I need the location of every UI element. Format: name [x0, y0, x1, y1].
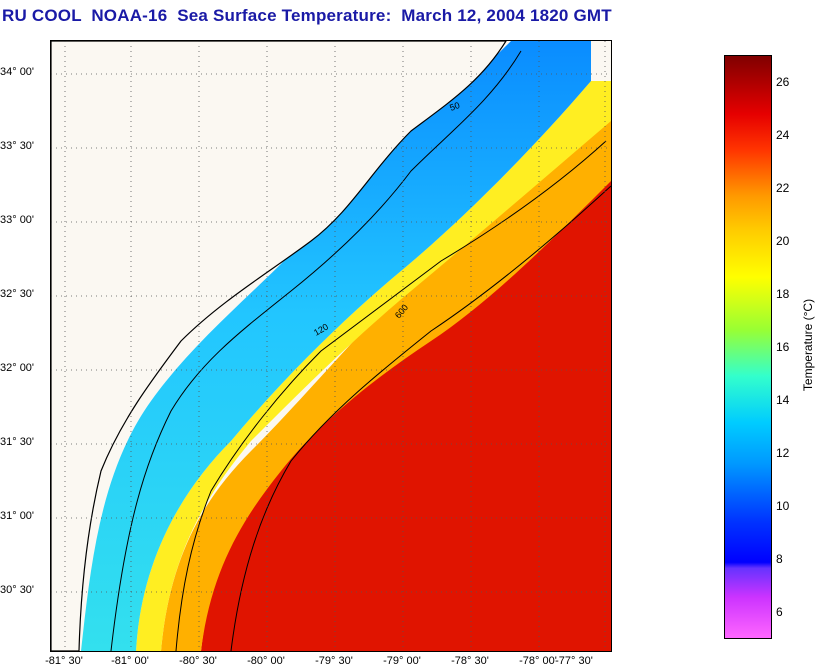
isobath-120 — [175, 140, 607, 651]
lat-label-34-00: 34° 00' — [0, 66, 35, 78]
colorbar-unit-label: Temperature (°C) — [801, 298, 815, 392]
lat-label-32-00: 32° 00' — [0, 362, 35, 374]
transition-water — [161, 101, 611, 651]
colorbar-tick-8: 8 — [776, 552, 783, 566]
frontal-water — [136, 81, 611, 651]
lat-label-33-00: 33° 00' — [0, 214, 35, 226]
gulf-stream-water — [201, 171, 611, 651]
colorbar-tick-6: 6 — [776, 605, 783, 619]
lon-label-78-30: -78° 30' — [451, 655, 489, 667]
lon-label-79-30: -79° 30' — [315, 655, 353, 667]
temperature-colorbar — [724, 55, 772, 639]
lon-label-80-00: -80° 00' — [247, 655, 285, 667]
colorbar-tick-22: 22 — [776, 181, 790, 195]
colorbar-tick-20: 20 — [776, 234, 790, 248]
map-title: RU COOL NOAA-16 Sea Surface Temperature:… — [2, 6, 612, 25]
colorbar-tick-16: 16 — [776, 340, 790, 354]
lat-label-33-30: 33° 30' — [0, 140, 35, 152]
lon-label-78-00: -78° 00' — [519, 655, 557, 667]
isobath-label-50: 50 — [448, 100, 461, 113]
sst-map: 50 120 600 — [50, 40, 612, 652]
lon-label-81-30: -81° 30' — [45, 655, 83, 667]
lat-label-31-00: 31° 00' — [0, 510, 35, 522]
colorbar-tick-10: 10 — [776, 499, 790, 513]
lat-label-32-30: 32° 30' — [0, 288, 35, 300]
colorbar-tick-24: 24 — [776, 128, 790, 142]
isobath-600 — [230, 185, 611, 651]
lat-label-30-30: 30° 30' — [0, 584, 35, 596]
lon-label-77-30: -77° 30' — [555, 655, 593, 667]
colorbar-tick-14: 14 — [776, 393, 790, 407]
isobath-50 — [110, 50, 522, 651]
lon-label-81-00: -81° 00' — [111, 655, 149, 667]
coastline — [51, 41, 507, 651]
lon-label-79-00: -79° 00' — [383, 655, 421, 667]
graticule — [51, 41, 611, 651]
colorbar-tick-26: 26 — [776, 75, 790, 89]
colorbar-tick-18: 18 — [776, 287, 790, 301]
shelf-water — [81, 41, 591, 651]
colorbar-tick-12: 12 — [776, 446, 790, 460]
lon-label-80-30: -80° 30' — [179, 655, 217, 667]
lat-label-31-30: 31° 30' — [0, 436, 35, 448]
